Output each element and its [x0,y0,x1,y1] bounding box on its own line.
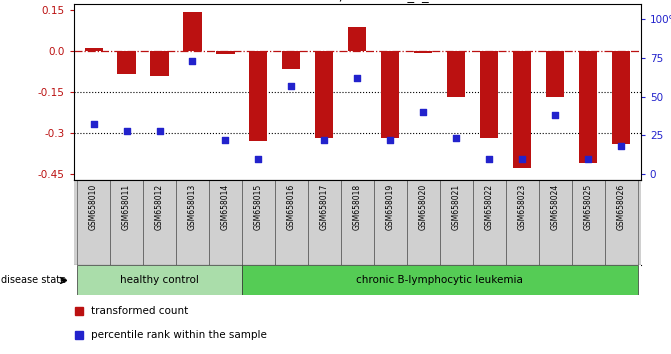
Text: GSM658016: GSM658016 [287,184,296,230]
Bar [341,181,374,266]
Text: healthy control: healthy control [120,275,199,285]
Point [121,128,132,133]
Text: GSM658021: GSM658021 [452,184,461,230]
Bar [216,51,234,54]
Point [418,109,429,115]
Bar [612,51,630,144]
Bar [85,48,103,51]
Text: percentile rank within the sample: percentile rank within the sample [91,330,266,340]
Text: GSM658025: GSM658025 [584,184,592,230]
Bar [275,181,308,266]
Bar [117,51,136,74]
Point [187,58,198,64]
Point [88,122,99,127]
Bar [143,181,176,266]
Point [451,136,462,141]
Text: GSM658020: GSM658020 [419,184,427,230]
Title: GDS3902 / 1569002_x_at: GDS3902 / 1569002_x_at [273,0,442,2]
Point [582,156,593,161]
Text: GSM658026: GSM658026 [617,184,625,230]
Bar [472,181,506,266]
Bar [440,181,472,266]
Text: GSM658018: GSM658018 [353,184,362,230]
Bar [209,181,242,266]
Text: transformed count: transformed count [91,306,188,316]
Text: GSM658017: GSM658017 [320,184,329,230]
Text: GSM658022: GSM658022 [484,184,494,230]
Bar [176,181,209,266]
Bar [348,27,366,51]
Text: GSM658011: GSM658011 [122,184,131,230]
Bar [308,181,341,266]
Bar [579,51,597,163]
Bar [110,181,143,266]
Point [484,156,495,161]
Bar [407,181,440,266]
Point [352,75,362,81]
Text: GSM658010: GSM658010 [89,184,98,230]
Bar [414,51,432,52]
Point [220,137,231,143]
Bar [242,181,275,266]
Point [385,137,396,143]
Bar [480,51,499,138]
Text: GSM658024: GSM658024 [551,184,560,230]
Bar [77,266,242,296]
Point [319,137,329,143]
Point [550,112,560,118]
Bar [381,51,399,138]
Point [616,143,627,149]
Bar [513,51,531,168]
Bar [546,51,564,97]
Point [517,156,527,161]
Bar [447,51,465,97]
Text: disease state: disease state [1,275,66,285]
Point [286,83,297,88]
Text: chronic B-lymphocytic leukemia: chronic B-lymphocytic leukemia [356,275,523,285]
Bar [572,181,605,266]
Text: GSM658013: GSM658013 [188,184,197,230]
Text: GSM658023: GSM658023 [517,184,527,230]
Bar [77,181,110,266]
Text: GSM658012: GSM658012 [155,184,164,230]
Text: GSM658019: GSM658019 [386,184,395,230]
Bar [242,266,637,296]
Point [154,128,165,133]
Bar [150,51,168,76]
Bar [539,181,572,266]
Text: GSM658015: GSM658015 [254,184,263,230]
Bar [282,51,301,69]
Point [253,156,264,161]
Bar [250,51,268,141]
Text: GSM658014: GSM658014 [221,184,230,230]
Bar [506,181,539,266]
Bar [374,181,407,266]
Bar [183,12,201,51]
Bar [315,51,333,138]
Bar [605,181,637,266]
